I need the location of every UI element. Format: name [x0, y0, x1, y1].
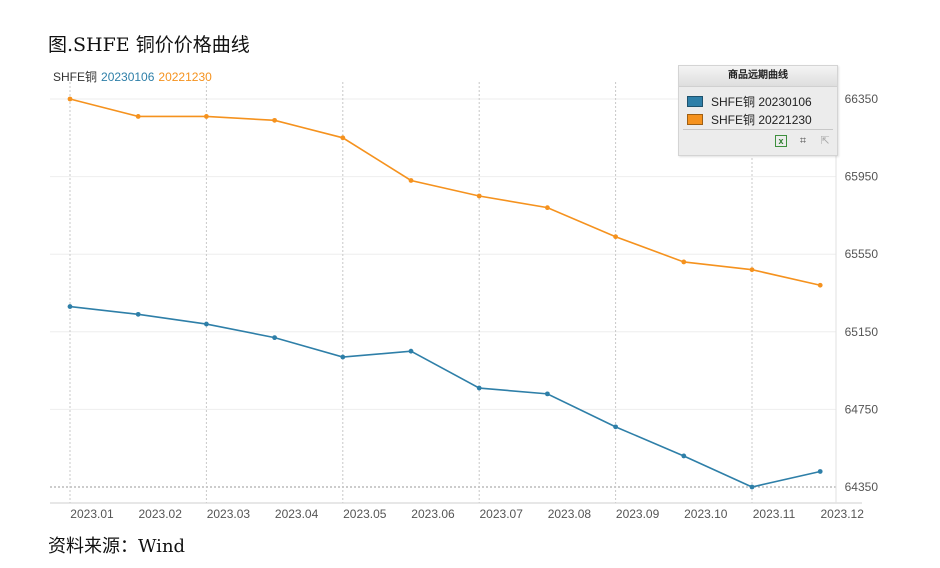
series-1-point: [204, 321, 209, 327]
x-tick-label: 2023.06: [411, 507, 455, 521]
x-tick-label: 2023.07: [480, 507, 524, 521]
x-tick-label: 2023.04: [275, 507, 319, 521]
series-2-point: [476, 193, 482, 199]
series-header-prefix: SHFE铜: [53, 70, 98, 84]
series-line-2: [69, 98, 821, 287]
x-tick-label: 2023.03: [207, 507, 251, 521]
legend-swatch-blue: [687, 95, 703, 107]
legend-item-label: SHFE铜 20221230: [711, 112, 812, 127]
series-layer: [67, 96, 823, 490]
reset-arrow-icon[interactable]: ⇱: [820, 135, 830, 147]
series-1-point: [681, 453, 687, 459]
series-2-point: [613, 234, 618, 240]
legend-swatch-orange: [687, 113, 703, 125]
legend-title: 商品远期曲线: [679, 66, 837, 87]
series-1-point: [272, 335, 277, 341]
series-1-point: [749, 484, 755, 490]
y-tick-label: 64350: [845, 480, 879, 494]
series-1-point: [408, 348, 414, 354]
x-tick-label: 2023.08: [548, 507, 592, 521]
series-1-point: [817, 469, 823, 474]
figure-title: 图.SHFE 铜价价格曲线: [48, 34, 250, 56]
legend-item-20230106[interactable]: SHFE铜 20230106: [687, 93, 812, 109]
series-2-point: [204, 114, 209, 119]
x-tick-label: 2023.01: [70, 507, 114, 521]
x-tick-label: 2023.09: [616, 507, 660, 521]
series-2-point: [817, 282, 823, 288]
series-header-item-1[interactable]: 20230106: [101, 70, 155, 84]
legend-panel: 商品远期曲线 SHFE铜 20230106 SHFE铜 20221230 x ⌗…: [678, 65, 838, 156]
series-2-point: [272, 117, 277, 123]
crop-icon[interactable]: ⌗: [799, 135, 807, 147]
x-tick-label: 2023.11: [753, 507, 796, 521]
legend-item-label: SHFE铜 20230106: [711, 94, 812, 109]
legend-divider: [683, 129, 833, 130]
x-tick-label: 2023.10: [684, 507, 728, 521]
x-tick-label: 2023.02: [139, 507, 183, 521]
series-header: SHFE铜 20230106 20221230: [53, 68, 216, 85]
y-tick-label: 64750: [845, 402, 879, 416]
series-1-point: [476, 385, 482, 391]
excel-export-icon[interactable]: x: [775, 135, 787, 147]
series-1-point: [545, 391, 550, 397]
series-line-1: [69, 305, 821, 488]
series-2-point: [749, 267, 755, 273]
y-tick-label: 65550: [845, 247, 879, 261]
series-1-point: [135, 311, 141, 317]
axes: 64350 64750 65150 65550 65950 66350 2023.01 202…: [50, 82, 878, 521]
y-tick-label: 66350: [845, 92, 879, 106]
series-2-point: [545, 205, 550, 211]
x-tick-label: 2023.05: [343, 507, 387, 521]
legend-item-20221230[interactable]: SHFE铜 20221230: [687, 111, 812, 127]
series-2-point: [340, 135, 346, 141]
series-2-point: [135, 114, 141, 119]
series-1-point: [340, 354, 346, 360]
series-2-point: [681, 259, 687, 265]
y-tick-label: 65950: [845, 170, 879, 184]
y-tick-label: 65150: [845, 325, 879, 339]
legend-tools: x ⌗ ⇱: [775, 135, 831, 147]
series-1-point: [613, 424, 618, 430]
x-tick-label: 2023.12: [821, 507, 865, 521]
series-header-item-2[interactable]: 20221230: [158, 70, 212, 84]
source-note: 资料来源：Wind: [48, 536, 186, 557]
series-1-point: [67, 304, 73, 309]
series-2-point: [67, 96, 73, 102]
series-2-point: [408, 178, 414, 183]
